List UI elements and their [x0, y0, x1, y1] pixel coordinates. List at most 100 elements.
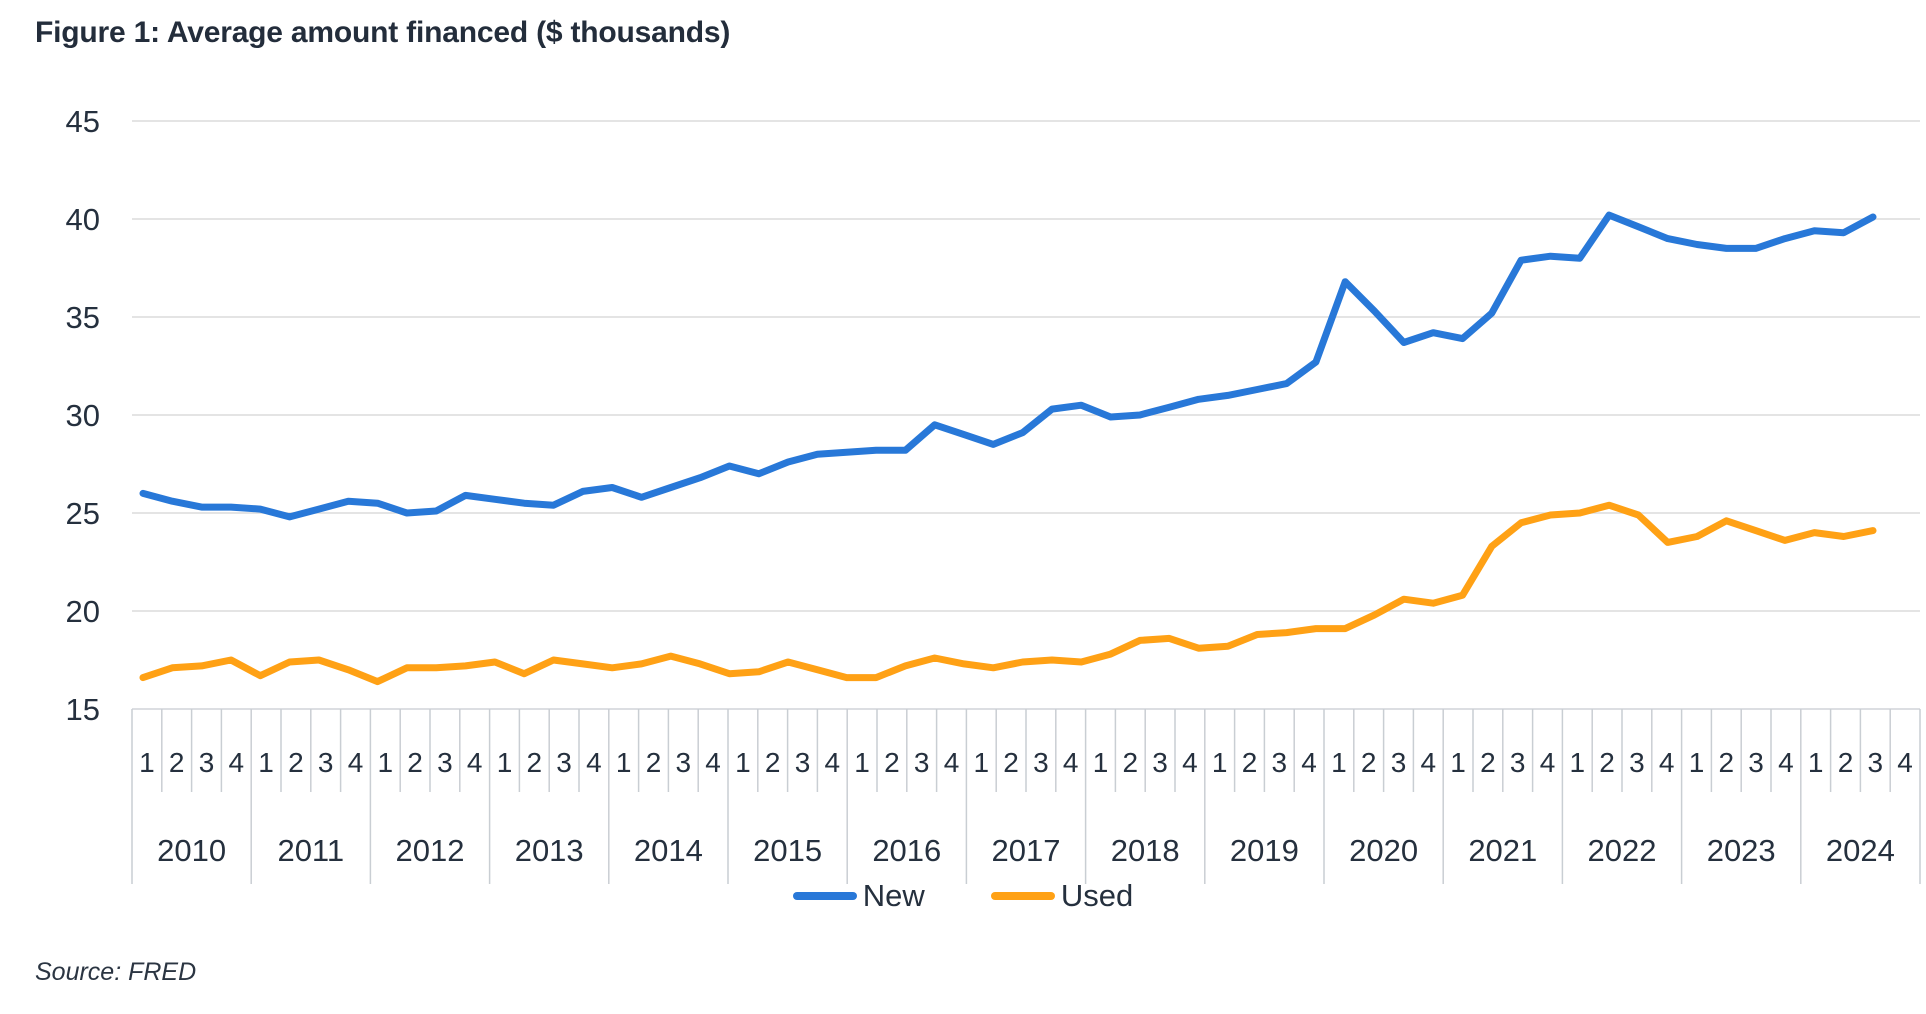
new-series-swatch [792, 892, 857, 900]
svg-text:2020: 2020 [1349, 833, 1418, 868]
gridlines [132, 120, 1920, 710]
chart-title: Figure 1: Average amount financed ($ tho… [35, 16, 731, 49]
svg-text:2: 2 [646, 747, 662, 778]
svg-text:2: 2 [1123, 747, 1139, 778]
svg-text:4: 4 [825, 747, 841, 778]
used-series-swatch [990, 892, 1055, 900]
svg-text:1: 1 [1212, 747, 1228, 778]
legend-item-used: Used [990, 878, 1134, 914]
legend-item-new: New [792, 878, 925, 914]
svg-text:2: 2 [1838, 747, 1854, 778]
svg-text:2015: 2015 [753, 833, 822, 868]
svg-text:1: 1 [616, 747, 632, 778]
svg-text:1: 1 [1808, 747, 1824, 778]
svg-text:1: 1 [1570, 747, 1586, 778]
svg-text:2: 2 [884, 747, 900, 778]
year-labels: 2010 2011 2012 2013 2014 2015 2016 2017 2018 2019… [157, 833, 1895, 868]
svg-text:4: 4 [348, 747, 364, 778]
svg-text:3: 3 [318, 747, 334, 778]
legend-label-new: New [862, 878, 925, 913]
svg-text:4: 4 [467, 747, 483, 778]
svg-text:4: 4 [586, 747, 602, 778]
svg-text:2: 2 [527, 747, 543, 778]
svg-text:3: 3 [914, 747, 930, 778]
svg-text:2: 2 [765, 747, 781, 778]
svg-text:3: 3 [1152, 747, 1168, 778]
svg-text:20: 20 [66, 594, 100, 629]
svg-text:3: 3 [1868, 747, 1884, 778]
svg-text:2: 2 [1003, 747, 1019, 778]
svg-text:3: 3 [1629, 747, 1645, 778]
svg-text:4: 4 [705, 747, 721, 778]
svg-text:40: 40 [66, 202, 100, 237]
svg-text:30: 30 [66, 398, 100, 433]
svg-text:2010: 2010 [157, 833, 226, 868]
svg-text:1: 1 [735, 747, 751, 778]
legend-label-used: Used [1060, 878, 1134, 913]
svg-text:2023: 2023 [1707, 833, 1776, 868]
svg-text:1: 1 [497, 747, 513, 778]
svg-text:3: 3 [1391, 747, 1407, 778]
svg-text:4: 4 [1421, 747, 1437, 778]
svg-text:1: 1 [139, 747, 155, 778]
svg-text:1: 1 [974, 747, 990, 778]
svg-text:2: 2 [1719, 747, 1735, 778]
svg-text:2: 2 [1361, 747, 1377, 778]
source-note: Source: FRED [35, 958, 197, 986]
svg-text:2024: 2024 [1826, 833, 1895, 868]
svg-text:3: 3 [437, 747, 453, 778]
svg-text:3: 3 [1272, 747, 1288, 778]
series-line-used [139, 501, 1877, 686]
svg-text:2011: 2011 [277, 833, 344, 868]
svg-text:2021: 2021 [1468, 833, 1537, 868]
svg-text:3: 3 [1748, 747, 1764, 778]
svg-text:1: 1 [1689, 747, 1705, 778]
svg-text:3: 3 [199, 747, 215, 778]
svg-text:2016: 2016 [872, 833, 941, 868]
svg-text:3: 3 [556, 747, 572, 778]
svg-text:3: 3 [795, 747, 811, 778]
svg-text:2: 2 [288, 747, 304, 778]
svg-text:4: 4 [1540, 747, 1556, 778]
svg-text:25: 25 [66, 496, 100, 531]
svg-text:15: 15 [66, 692, 100, 727]
svg-text:2: 2 [169, 747, 185, 778]
svg-text:1: 1 [1331, 747, 1347, 778]
svg-text:1: 1 [1450, 747, 1466, 778]
svg-text:4: 4 [1182, 747, 1198, 778]
svg-text:2013: 2013 [515, 833, 584, 868]
series-line-new [139, 211, 1877, 521]
svg-text:3: 3 [1510, 747, 1526, 778]
svg-text:4: 4 [1897, 747, 1913, 778]
svg-text:2: 2 [1599, 747, 1615, 778]
svg-text:2: 2 [1480, 747, 1496, 778]
svg-text:1: 1 [378, 747, 394, 778]
svg-text:2012: 2012 [396, 833, 465, 868]
svg-text:2: 2 [407, 747, 423, 778]
svg-text:1: 1 [854, 747, 870, 778]
y-axis-labels: 15 20 25 30 35 40 45 [66, 104, 100, 727]
svg-text:1: 1 [1093, 747, 1109, 778]
svg-text:2014: 2014 [634, 833, 703, 868]
svg-text:4: 4 [944, 747, 960, 778]
svg-text:2022: 2022 [1588, 833, 1657, 868]
svg-text:2017: 2017 [992, 833, 1061, 868]
svg-text:3: 3 [1033, 747, 1049, 778]
svg-text:4: 4 [1063, 747, 1079, 778]
svg-text:2018: 2018 [1111, 833, 1180, 868]
svg-text:3: 3 [676, 747, 692, 778]
svg-text:2: 2 [1242, 747, 1258, 778]
svg-text:35: 35 [66, 300, 100, 335]
svg-text:4: 4 [1778, 747, 1794, 778]
x-axis-ticks [131, 709, 1921, 884]
svg-text:4: 4 [1301, 747, 1317, 778]
svg-text:4: 4 [229, 747, 245, 778]
svg-text:4: 4 [1659, 747, 1675, 778]
chart-legend: New Used [0, 878, 1926, 914]
svg-text:2019: 2019 [1230, 833, 1299, 868]
svg-text:45: 45 [66, 104, 100, 139]
svg-text:1: 1 [258, 747, 274, 778]
